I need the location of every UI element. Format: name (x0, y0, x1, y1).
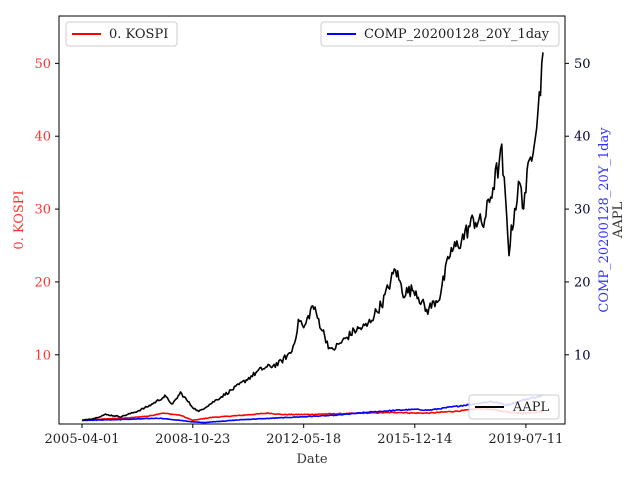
series-layer (81, 52, 544, 424)
legend-top-left: 0. KOSPI (65, 21, 178, 47)
plot-area (59, 16, 565, 424)
legend-comp-label: COMP_20200128_20Y_1day (364, 27, 550, 42)
y-right-tick-label: 40 (574, 130, 591, 145)
x-tick-label: 2005-04-01 (45, 432, 120, 447)
legend-top-right-box (320, 21, 560, 47)
legend-top-left-box (65, 21, 178, 47)
y-right-tick-label: 50 (574, 57, 591, 72)
x-tick-label: 2012-05-18 (266, 432, 341, 447)
series-line-aapl (81, 52, 544, 421)
y-right-tick-label: 20 (574, 275, 591, 290)
y-right-tick-label: 30 (574, 203, 591, 218)
y-right-tick-label: 10 (574, 348, 591, 363)
x-tick-label: 2019-07-11 (488, 432, 563, 447)
series-line-comp (81, 394, 544, 424)
y-left-tick-label: 10 (34, 348, 51, 363)
legend-kospi-label: 0. KOSPI (109, 27, 168, 42)
right-axis-label-line2: AAPL (611, 202, 626, 240)
x-axis-label: Date (296, 452, 327, 467)
y-left-tick-label: 50 (34, 57, 51, 72)
x-ticks: 2005-04-01 2008-10-23 2012-05-18 2015-12-14… (45, 424, 563, 447)
y-left-tick-label: 30 (34, 203, 51, 218)
y-left-tick-label: 20 (34, 275, 51, 290)
y-ticks-right: 10 20 30 40 50 (565, 57, 591, 363)
legend-top-right: COMP_20200128_20Y_1day (320, 21, 560, 47)
plot-frame (58, 15, 566, 425)
right-axis-label-line1: COMP_20200128_20Y_1day (597, 127, 612, 313)
x-tick-label: 2008-10-23 (155, 432, 230, 447)
series-line-kospi (81, 407, 544, 422)
legend-aapl-label: AAPL (512, 400, 550, 415)
y-ticks-left: 10 20 30 40 50 (34, 57, 59, 363)
left-axis-label: 0. KOSPI (12, 190, 27, 249)
legend-bottom-right-box (468, 394, 560, 420)
y-left-tick-label: 40 (34, 130, 51, 145)
legend-bottom-right: AAPL (468, 394, 560, 420)
x-tick-label: 2015-12-14 (377, 432, 452, 447)
